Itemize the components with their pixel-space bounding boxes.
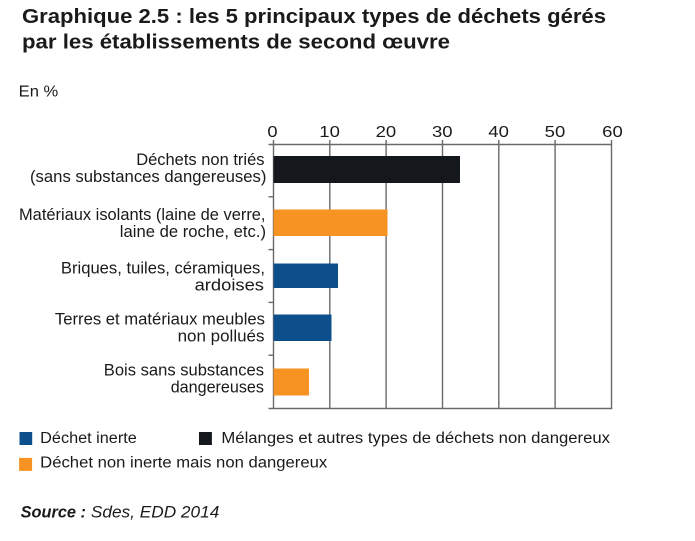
svg-text:dangereuses: dangereuses [171, 378, 264, 397]
svg-text:30: 30 [432, 124, 453, 141]
svg-text:Déchets non triés: Déchets non triés [136, 150, 264, 169]
svg-text:20: 20 [376, 124, 397, 141]
svg-text:non pollués: non pollués [178, 327, 265, 346]
svg-text:Graphique 2.5 : les 5 principa: Graphique 2.5 : les 5 principaux types d… [22, 6, 606, 28]
svg-text:Déchet non inerte mais non dan: Déchet non inerte mais non dangereux [40, 454, 327, 471]
svg-text:60: 60 [602, 124, 623, 141]
svg-text:0: 0 [267, 124, 277, 141]
svg-text:Matériaux isolants (laine de v: Matériaux isolants (laine de verre, [19, 205, 266, 224]
svg-text:10: 10 [319, 124, 340, 141]
svg-text:50: 50 [545, 124, 566, 141]
svg-text:Déchet inerte: Déchet inerte [40, 430, 137, 447]
svg-text:Source :: Source : [21, 503, 86, 522]
svg-text:40: 40 [488, 124, 509, 141]
svg-text:En %: En % [19, 83, 59, 100]
svg-text:Bois sans substances: Bois sans substances [104, 361, 264, 380]
svg-text:(sans substances dangereuses): (sans substances dangereuses) [30, 167, 266, 186]
svg-text:ardoises: ardoises [195, 276, 264, 295]
svg-text:Sdes, EDD 2014: Sdes, EDD 2014 [91, 503, 219, 522]
svg-text:laine de roche, etc.): laine de roche, etc.) [120, 222, 266, 241]
svg-text:Mélanges et autres types de dé: Mélanges et autres types de déchets non … [221, 430, 610, 447]
svg-text:Terres et matériaux meubles: Terres et matériaux meubles [55, 310, 265, 329]
svg-text:Briques, tuiles, céramiques,: Briques, tuiles, céramiques, [61, 259, 265, 278]
svg-text:par les établissements de seco: par les établissements de second œuvre [22, 32, 450, 54]
